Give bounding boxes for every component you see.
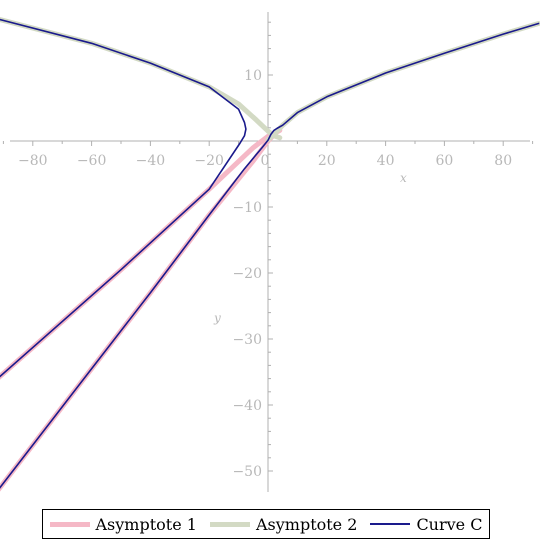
tick-marks: [2, 21, 534, 472]
legend-item-asymptote-2: Asymptote 2: [209, 514, 358, 534]
axes: [10, 12, 530, 492]
series-line-curve-c-2: [0, 22, 540, 489]
x-tick-label: 80: [494, 153, 512, 169]
x-tick-label: 0: [261, 153, 270, 169]
tick-labels: −80 −60 −40 −20 0 20 40 60 80 10 −10 −20 −30 −40 −50: [18, 68, 512, 480]
y-tick-label: −40: [232, 398, 262, 414]
x-tick-label: 20: [318, 153, 336, 169]
legend-label-asymptote-1: Asymptote 1: [95, 514, 197, 534]
y-axis-label: y: [213, 311, 221, 325]
y-tick-label: −20: [232, 266, 262, 282]
series-line-asymptote-2-1: [0, 16, 283, 141]
legend-item-curve-c: Curve C: [370, 515, 482, 534]
series-line-asymptote-1-2: [0, 129, 280, 492]
x-axis-label: x: [400, 171, 407, 185]
x-tick-label: −40: [136, 153, 166, 169]
legend-label-asymptote-2: Asymptote 2: [255, 514, 358, 534]
y-tick-label: −50: [232, 464, 262, 480]
legend-swatch-curve-c: [370, 523, 411, 525]
legend-swatch-asymptote-1: [49, 521, 90, 527]
series-layer: [0, 16, 540, 492]
y-tick-label: 10: [244, 68, 262, 84]
y-tick-label: −10: [232, 200, 262, 216]
series-line-asymptote-2-2: [265, 21, 540, 143]
y-tick-label: −30: [232, 332, 262, 348]
legend: Asymptote 1 Asymptote 2 Curve C: [42, 509, 490, 539]
series-line-curve-c-1: [0, 18, 247, 378]
x-tick-label: 40: [377, 153, 395, 169]
x-tick-label: −80: [18, 153, 48, 169]
chart: −80 −60 −40 −20 0 20 40 60 80 10 −10 −20 −30 −40 −50 x…: [0, 12, 540, 492]
x-tick-label: 60: [435, 153, 453, 169]
x-tick-label: −60: [77, 153, 107, 169]
legend-label-curve-c: Curve C: [416, 514, 483, 534]
legend-item-asymptote-1: Asymptote 1: [49, 514, 197, 534]
x-tick-label: −20: [194, 153, 224, 169]
legend-swatch-asymptote-2: [209, 521, 250, 527]
